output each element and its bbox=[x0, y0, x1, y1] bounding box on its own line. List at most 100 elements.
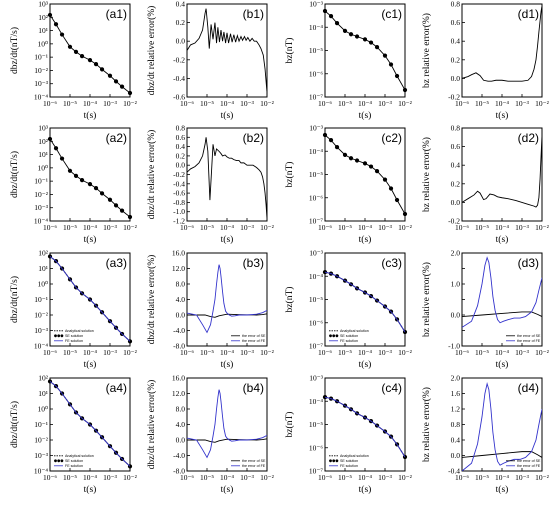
panel-label: (b1) bbox=[243, 7, 264, 21]
y-tick-label: 10⁻³ bbox=[309, 124, 323, 133]
data-point bbox=[362, 37, 368, 42]
x-axis-label: t(s) bbox=[496, 234, 509, 245]
panel-label: (a4) bbox=[106, 381, 127, 395]
panel-c3: 10⁻⁶ 10⁻⁵ 10⁻⁴ 10⁻³ 10⁻²10⁻⁷10⁻⁶10⁻⁵10⁻⁴10⁻³… bbox=[284, 249, 413, 371]
data-point bbox=[334, 21, 340, 26]
data-point bbox=[362, 161, 368, 166]
x-axis-label: t(s) bbox=[84, 484, 97, 495]
y-tick-label: 10⁻⁴ bbox=[34, 217, 48, 226]
y-tick-label: 10⁰ bbox=[37, 405, 48, 414]
y-axis-label: bz relative error(%) bbox=[421, 137, 432, 212]
x-tick-label: 10⁻³ bbox=[240, 348, 254, 357]
y-axis-label: bz relative error(%) bbox=[421, 262, 432, 337]
legend-label: the error of FE bbox=[242, 339, 266, 343]
data-point bbox=[87, 181, 93, 187]
x-tick-label: 10⁻² bbox=[535, 99, 549, 108]
x-axis-label: t(s) bbox=[359, 110, 372, 121]
x-tick-label: 10⁻⁴ bbox=[358, 99, 372, 108]
x-tick-label: 10⁻⁴ bbox=[358, 223, 372, 232]
y-tick-label: 10⁻⁴ bbox=[34, 93, 48, 102]
y-axis-label: bz(nT) bbox=[284, 38, 295, 64]
y-tick-label: 0.2 bbox=[176, 18, 186, 27]
y-tick-label: 0.8 bbox=[451, 0, 461, 9]
data-point bbox=[322, 8, 328, 14]
panel-c4: 10⁻⁶ 10⁻⁵ 10⁻⁴ 10⁻³ 10⁻²10⁻⁷10⁻⁶10⁻⁵10⁻⁴10⁻³… bbox=[284, 374, 413, 496]
y-axis-label: bz(nT) bbox=[284, 287, 295, 313]
y-tick-label: 10⁻⁵ bbox=[309, 420, 323, 429]
x-tick-label: 10⁻⁶ bbox=[455, 99, 469, 108]
y-tick-label: 4.0 bbox=[176, 295, 186, 304]
x-axis-label: t(s) bbox=[84, 359, 97, 370]
series-line-analytical-solution bbox=[325, 271, 405, 333]
y-tick-label: 10⁻² bbox=[34, 311, 48, 320]
y-tick-label: 10⁻¹ bbox=[34, 420, 48, 429]
legend-label: SE solution bbox=[340, 459, 358, 463]
y-tick-label: 0.0 bbox=[451, 198, 461, 207]
x-tick-label: 10⁻⁵ bbox=[200, 348, 214, 357]
legend-marker bbox=[57, 334, 61, 338]
panel-label: (c4) bbox=[381, 381, 402, 395]
x-tick-label: 10⁻⁴ bbox=[220, 348, 234, 357]
y-tick-label: 10⁰ bbox=[37, 163, 48, 172]
y-tick-label: 2.0 bbox=[451, 249, 461, 258]
y-tick-label: 0.2 bbox=[451, 55, 461, 64]
series-line-se-solution bbox=[325, 271, 405, 333]
series-line-fe-solution bbox=[50, 256, 130, 342]
y-tick-label: 10⁻⁷ bbox=[309, 93, 323, 102]
y-tick-label: 10⁻² bbox=[34, 190, 48, 199]
x-tick-label: 10⁻⁶ bbox=[43, 473, 57, 482]
y-tick-label: -0.4 bbox=[448, 467, 460, 476]
x-tick-label: 10⁻³ bbox=[240, 99, 254, 108]
x-axis-label: t(s) bbox=[221, 234, 234, 245]
x-tick-label: 10⁻³ bbox=[378, 348, 392, 357]
data-point bbox=[107, 197, 113, 202]
x-tick-label: 10⁻⁵ bbox=[200, 473, 214, 482]
x-tick-label: 10⁻⁵ bbox=[63, 223, 77, 232]
y-tick-label: 12.0 bbox=[172, 264, 185, 273]
x-tick-label: 10⁻⁴ bbox=[495, 473, 509, 482]
series-line-data bbox=[462, 135, 542, 208]
x-tick-label: 10⁻⁵ bbox=[200, 99, 214, 108]
x-tick-label: 10⁻² bbox=[535, 473, 549, 482]
x-tick-label: 10⁻⁵ bbox=[475, 348, 489, 357]
y-tick-label: 16.0 bbox=[172, 249, 185, 258]
x-axis-label: t(s) bbox=[221, 359, 234, 370]
y-tick-label: 2.0 bbox=[451, 374, 461, 383]
y-tick-label: 0.4 bbox=[451, 37, 461, 46]
y-axis-label: dbz/dt relative error(%) bbox=[146, 255, 157, 345]
x-tick-label: 10⁻³ bbox=[240, 223, 254, 232]
series-line-fe-solution bbox=[325, 396, 405, 458]
legend-marker bbox=[60, 459, 64, 463]
x-axis-label: t(s) bbox=[221, 110, 234, 121]
data-point bbox=[322, 270, 328, 275]
x-tick-label: 10⁻⁶ bbox=[455, 348, 469, 357]
legend-marker bbox=[57, 459, 61, 463]
x-tick-label: 10⁻⁴ bbox=[83, 99, 97, 108]
data-point bbox=[113, 79, 119, 84]
y-tick-label: 8.0 bbox=[176, 280, 186, 289]
y-tick-label: 0.4 bbox=[176, 142, 186, 151]
y-tick-label: 10⁻³ bbox=[34, 79, 48, 88]
x-tick-label: 10⁻² bbox=[123, 473, 137, 482]
panel-d1: 10⁻⁶ 10⁻⁵ 10⁻⁴ 10⁻³ 10⁻² -0.2 0.0 0.2 0.4 0.6 0.8 t… bbox=[421, 0, 550, 121]
legend-label: the error of FE bbox=[517, 339, 541, 343]
x-tick-label: 10⁻⁶ bbox=[180, 348, 194, 357]
x-tick-label: 10⁻² bbox=[260, 473, 274, 482]
legend-marker bbox=[332, 334, 336, 338]
y-tick-label: 10⁻³ bbox=[309, 374, 323, 383]
legend-label: Analytical solution bbox=[65, 454, 94, 458]
legend-label: SE solution bbox=[340, 334, 358, 338]
x-tick-label: 10⁻³ bbox=[103, 99, 117, 108]
y-tick-label: 0.0 bbox=[451, 311, 461, 320]
series-line-fe-solution bbox=[50, 381, 130, 467]
y-axis-label: bz relative error(%) bbox=[421, 13, 432, 88]
y-tick-label: 10¹ bbox=[38, 264, 48, 273]
series-line-the-error-of-se bbox=[187, 313, 267, 318]
y-tick-label: 4.0 bbox=[176, 420, 186, 429]
x-tick-label: 10⁻⁶ bbox=[180, 473, 194, 482]
y-tick-label: -1.2 bbox=[173, 217, 185, 226]
x-tick-label: 10⁻³ bbox=[378, 99, 392, 108]
legend-label: FE solution bbox=[340, 464, 358, 468]
data-point bbox=[394, 73, 400, 79]
